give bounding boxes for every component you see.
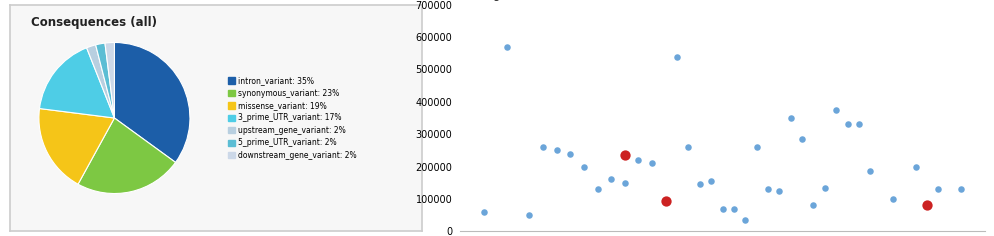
Point — [793, 137, 809, 141]
Point — [616, 153, 632, 157]
Point — [747, 145, 763, 149]
Point — [475, 210, 491, 214]
Point — [668, 55, 684, 58]
Point — [816, 186, 832, 190]
Point — [630, 158, 646, 162]
Wedge shape — [39, 109, 114, 184]
Point — [726, 207, 742, 211]
Wedge shape — [40, 48, 114, 118]
Point — [680, 145, 696, 149]
Point — [805, 203, 821, 207]
Point — [770, 189, 786, 193]
Point — [589, 187, 605, 191]
Wedge shape — [104, 42, 114, 118]
Wedge shape — [95, 43, 114, 118]
Point — [643, 161, 659, 165]
Wedge shape — [114, 42, 190, 162]
Text: Pathogenic variants 에 따른 해당 단백의 CSF발현 양 분석: Pathogenic variants 에 따른 해당 단백의 CSF발현 양 … — [459, 0, 716, 1]
Point — [498, 45, 514, 49]
Wedge shape — [78, 118, 175, 194]
Point — [839, 122, 855, 126]
Point — [691, 182, 707, 186]
Point — [616, 181, 632, 185]
Point — [714, 207, 730, 211]
Point — [929, 187, 945, 191]
Point — [602, 178, 618, 181]
Text: Consequences (all): Consequences (all) — [31, 16, 156, 29]
Point — [952, 187, 968, 191]
Wedge shape — [86, 45, 114, 118]
Point — [759, 187, 775, 191]
Point — [657, 199, 673, 202]
Point — [703, 179, 719, 183]
Point — [918, 203, 934, 207]
Point — [862, 169, 878, 173]
Point — [737, 218, 752, 222]
Point — [521, 213, 537, 217]
Point — [907, 165, 922, 169]
Point — [548, 148, 564, 152]
Point — [562, 152, 578, 156]
Point — [827, 108, 843, 112]
Point — [884, 197, 900, 201]
Point — [850, 122, 866, 126]
Point — [576, 165, 591, 169]
Legend: intron_variant: 35%, synonymous_variant: 23%, missense_variant: 19%, 3_prime_UTR: intron_variant: 35%, synonymous_variant:… — [228, 76, 357, 160]
Point — [535, 145, 551, 149]
Point — [782, 116, 798, 120]
